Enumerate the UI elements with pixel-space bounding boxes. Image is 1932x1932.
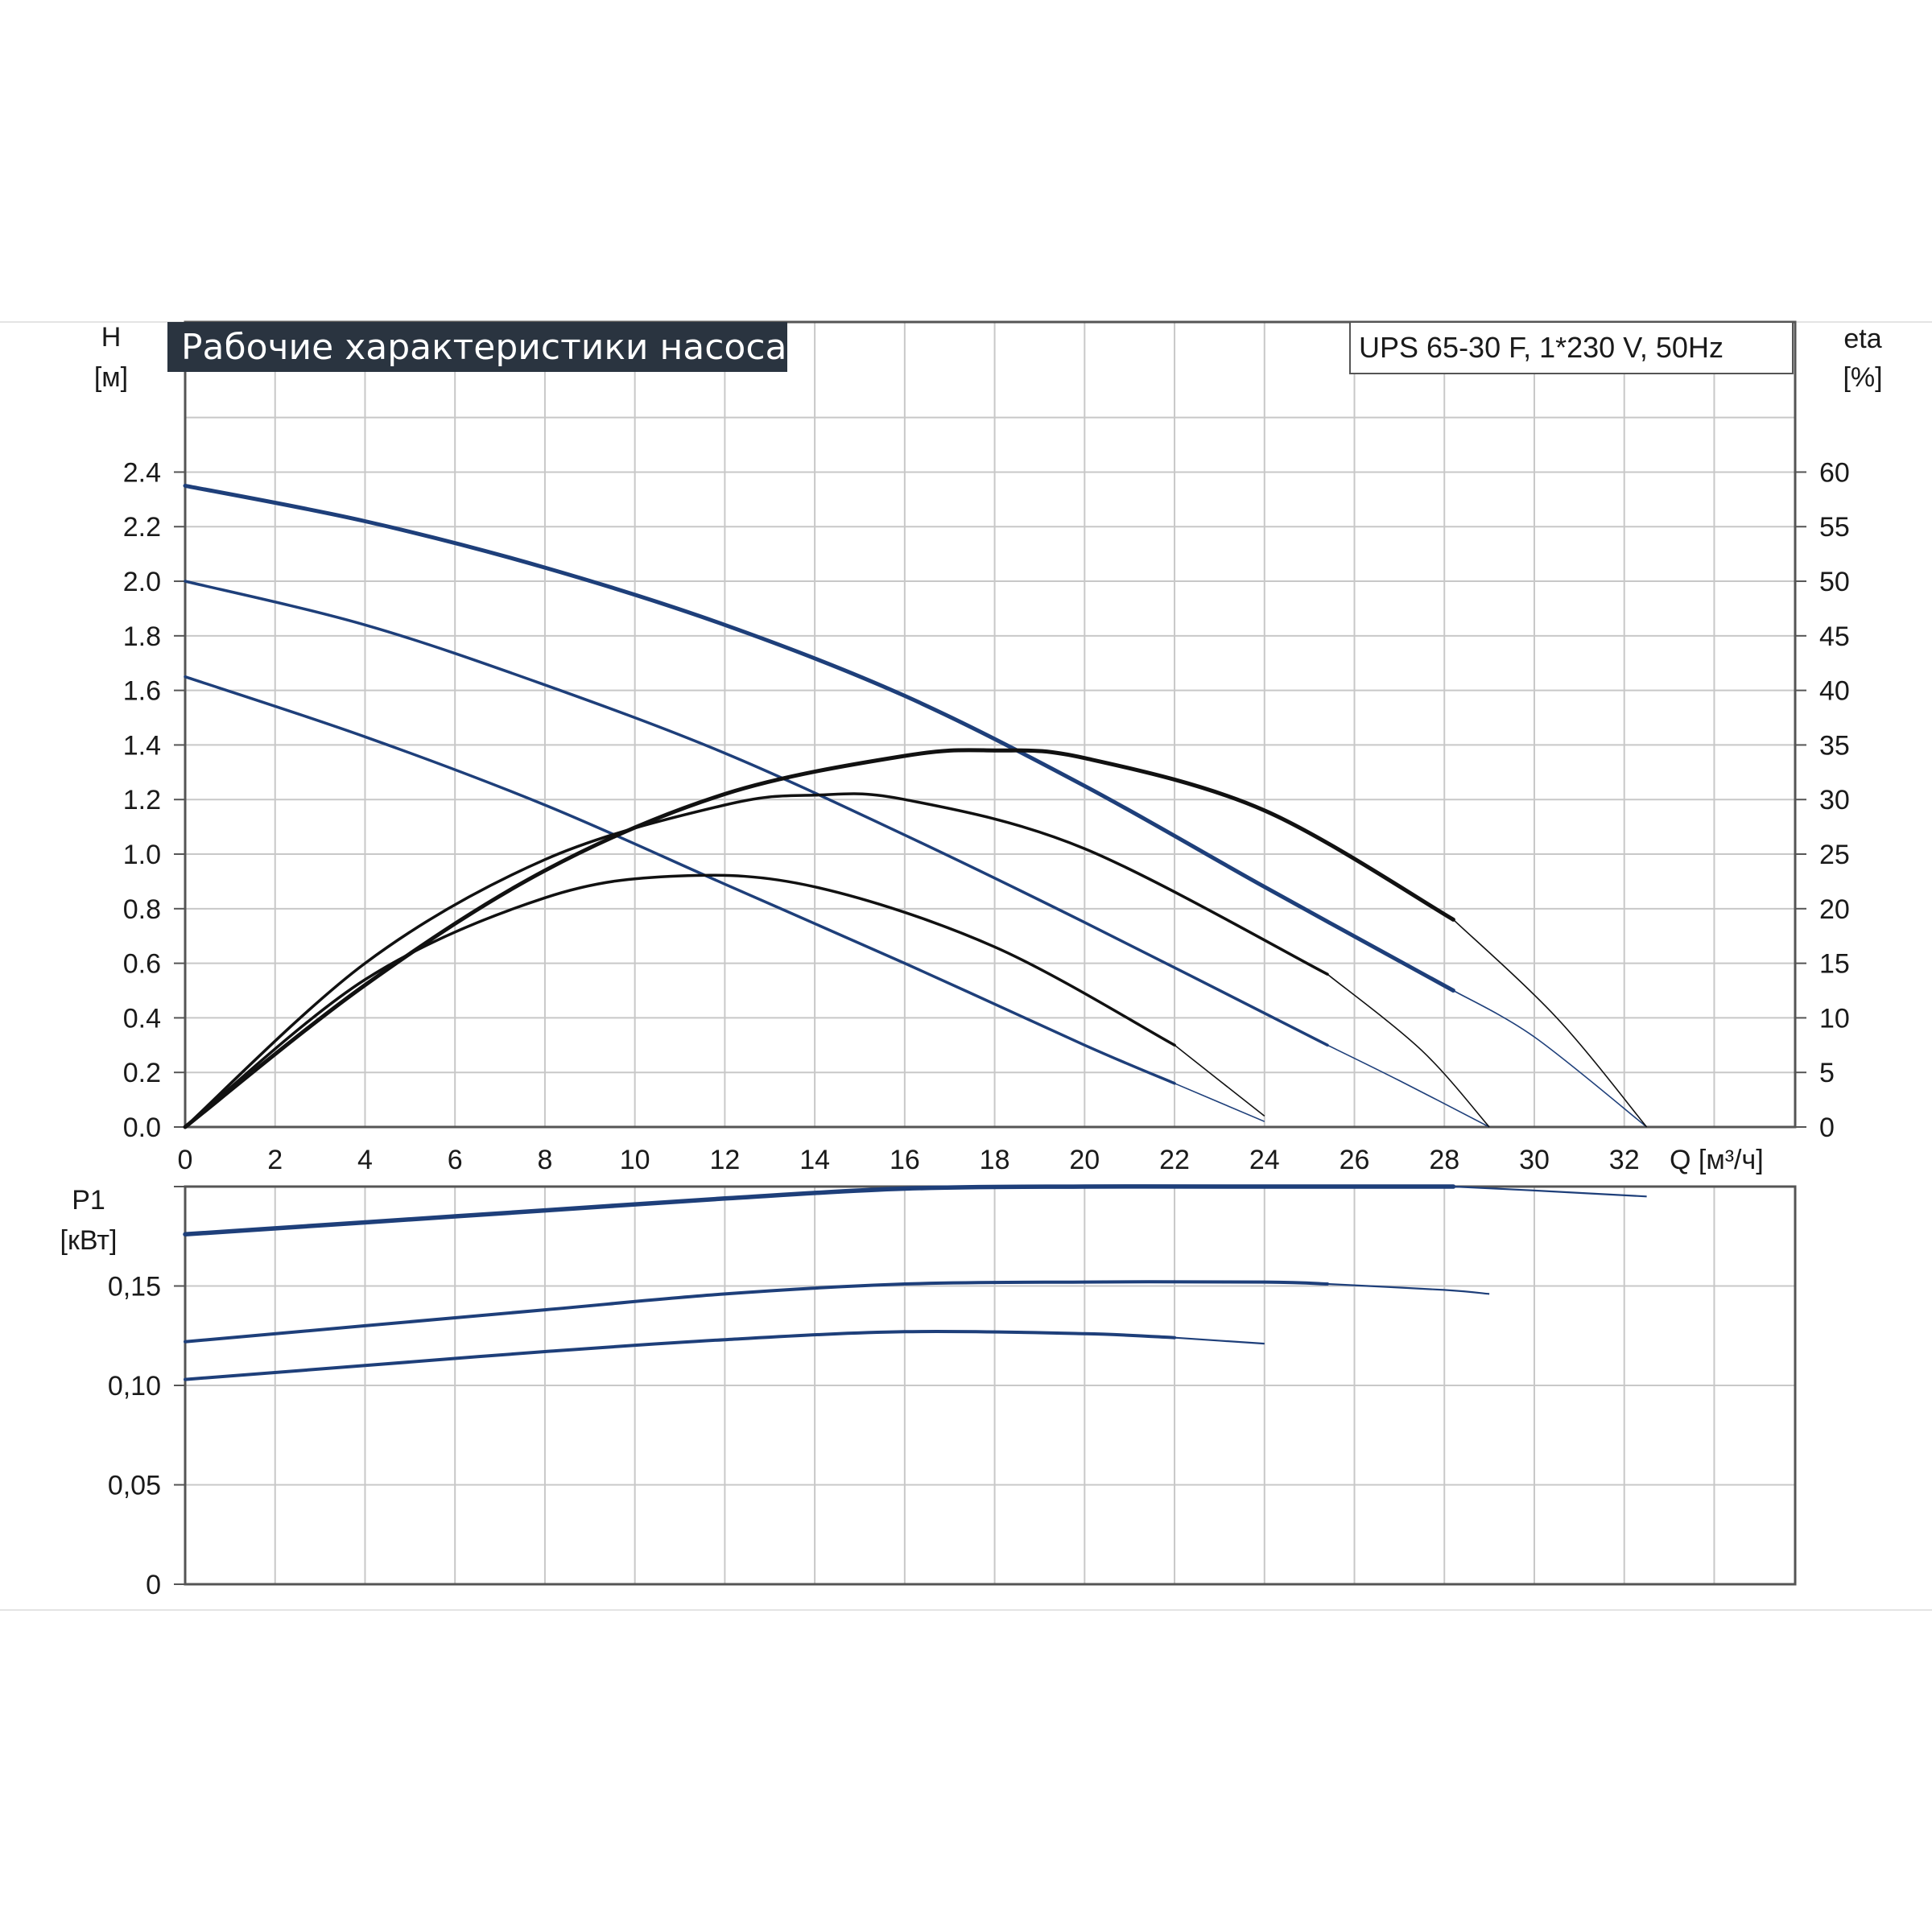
power-curves xyxy=(183,1184,1647,1381)
head-curve-ext-speed-3 xyxy=(1453,989,1648,1128)
x-tick-label: 4 xyxy=(357,1145,373,1175)
power-tick-label: 0,15 xyxy=(108,1272,161,1302)
eta-axis-unit: [%] xyxy=(1843,362,1882,393)
eta-curve-ext-speed-1 xyxy=(1174,1044,1265,1117)
model-label: UPS 65-30 F, 1*230 V, 50Hz xyxy=(1359,331,1724,364)
x-tick-label: 10 xyxy=(620,1145,650,1175)
x-tick-label: 30 xyxy=(1519,1145,1550,1175)
head-tick-label: 0.8 xyxy=(123,894,161,925)
power-tick-label: 0,10 xyxy=(108,1371,161,1402)
eta-tick-label: 55 xyxy=(1819,512,1850,543)
head-efficiency-panel: 0 2 4 6 8 10 12 14 16 18 20 22 24 26 28 30 32 0.00.20.40… xyxy=(94,320,1883,1175)
head-axis-label: H xyxy=(101,322,122,353)
head-tick-label: 0.2 xyxy=(123,1058,161,1088)
head-tick-label: 1.4 xyxy=(123,730,161,761)
x-tick-label: 14 xyxy=(799,1145,830,1175)
head-curve-speed-1 xyxy=(184,675,1176,1085)
eta-tick-label: 0 xyxy=(1819,1113,1835,1143)
chart-title-box xyxy=(167,322,787,372)
eta-curve-speed-3 xyxy=(183,748,1455,1129)
head-curve-ext-speed-2 xyxy=(1327,1044,1490,1128)
head-tick-labels: 0.0 0.2 0.4 0.6 0.8 1.0 1.2 1.4 1.6 1.8 2.0 2.2 2.4 xyxy=(123,457,185,1143)
eta-tick-label: 10 xyxy=(1819,1003,1850,1034)
power-tick-label: 0,05 xyxy=(108,1471,161,1501)
model-label-box xyxy=(1349,321,1794,374)
chart-title: Рабочие характеристики насоса xyxy=(181,327,786,368)
head-axis-unit: [м] xyxy=(94,362,128,393)
x-tick-label: 16 xyxy=(890,1145,920,1175)
eta-curve-speed-2 xyxy=(184,792,1329,1129)
x-tick-label: 32 xyxy=(1609,1145,1640,1175)
head-tick-label: 0.6 xyxy=(123,949,161,980)
power-axis-unit: [кВт] xyxy=(60,1225,118,1256)
power-axis-label: P1 xyxy=(72,1185,105,1216)
head-tick-label: 2.4 xyxy=(123,457,161,488)
eta-axis-label: eta xyxy=(1843,324,1881,354)
head-tick-label: 1.6 xyxy=(123,676,161,707)
x-tick-label: 0 xyxy=(178,1145,193,1175)
eta-tick-label: 5 xyxy=(1819,1058,1835,1088)
power-tick-labels: 0 0,05 0,10 0,15 xyxy=(108,1186,185,1600)
x-tick-label: 24 xyxy=(1249,1145,1280,1175)
head-tick-label: 0.4 xyxy=(123,1003,161,1034)
power-curve-ext-speed-1 xyxy=(1174,1336,1265,1345)
power-curve-ext-speed-3 xyxy=(1453,1185,1647,1198)
power-curve-speed-1 xyxy=(184,1329,1177,1381)
power-grid xyxy=(184,1186,1795,1585)
power-curve-speed-3 xyxy=(183,1184,1456,1237)
x-tick-label: 6 xyxy=(448,1145,463,1175)
eta-curve-ext-speed-2 xyxy=(1327,973,1490,1128)
head-tick-label: 1.2 xyxy=(123,785,161,815)
x-tick-labels: 0 2 4 6 8 10 12 14 16 18 20 22 24 26 28 30 32 xyxy=(178,1145,1640,1175)
x-tick-label: 28 xyxy=(1429,1145,1459,1175)
x-tick-label: 18 xyxy=(980,1145,1010,1175)
head-eta-curves xyxy=(183,483,1648,1129)
head-tick-label: 2.2 xyxy=(123,512,161,543)
eta-tick-label: 60 xyxy=(1819,457,1850,488)
x-tick-label: 2 xyxy=(267,1145,283,1175)
head-tick-label: 2.0 xyxy=(123,567,161,597)
power-panel: 0 0,05 0,10 0,15 P1 [кВт] xyxy=(60,1184,1797,1600)
x-tick-label: 26 xyxy=(1340,1145,1370,1175)
eta-tick-label: 50 xyxy=(1819,567,1850,597)
x-tick-label: 8 xyxy=(537,1145,552,1175)
eta-tick-label: 45 xyxy=(1819,621,1850,652)
head-tick-label: 1.0 xyxy=(123,840,161,870)
eta-tick-label: 35 xyxy=(1819,730,1850,761)
x-tick-label: 22 xyxy=(1159,1145,1190,1175)
head-curve-speed-2 xyxy=(184,580,1329,1047)
eta-tick-label: 30 xyxy=(1819,785,1850,815)
head-tick-label: 1.8 xyxy=(123,621,161,652)
eta-tick-label: 15 xyxy=(1819,949,1850,980)
head-tick-label: 0.0 xyxy=(123,1113,161,1143)
power-curve-ext-speed-2 xyxy=(1327,1282,1490,1295)
eta-curve-ext-speed-3 xyxy=(1452,919,1648,1128)
eta-tick-label: 25 xyxy=(1819,840,1850,870)
head-plot-frame xyxy=(184,320,1797,1129)
x-tick-label: 12 xyxy=(709,1145,740,1175)
eta-tick-label: 20 xyxy=(1819,894,1850,925)
power-curve-speed-2 xyxy=(184,1280,1329,1344)
power-tick-label: 0 xyxy=(146,1570,161,1600)
head-curve-ext-speed-1 xyxy=(1174,1083,1265,1122)
head-curve-speed-3 xyxy=(183,483,1455,993)
flow-axis-label: Q [м³/ч] xyxy=(1670,1145,1764,1175)
eta-tick-label: 40 xyxy=(1819,676,1850,707)
eta-curve-speed-1 xyxy=(184,873,1176,1129)
x-tick-label: 20 xyxy=(1069,1145,1100,1175)
head-grid xyxy=(184,322,1795,1128)
eta-tick-labels: 0 5 10 15 20 25 30 35 40 45 50 55 60 xyxy=(1795,457,1850,1143)
